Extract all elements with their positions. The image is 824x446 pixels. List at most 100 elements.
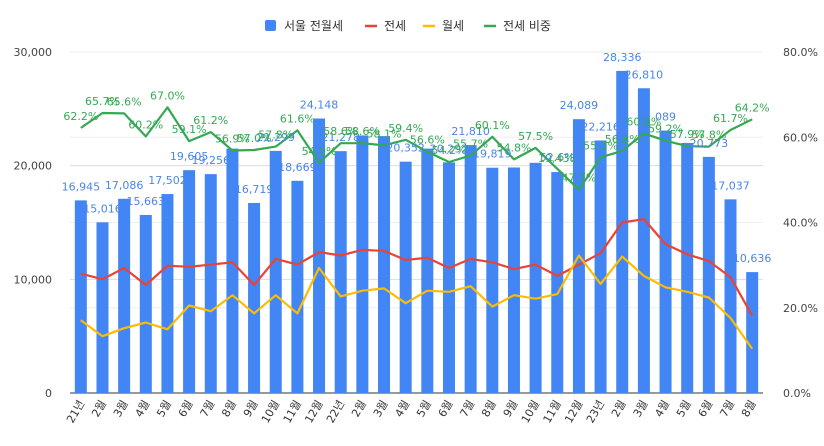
bar-value-label: 26,810 <box>625 68 664 81</box>
percent-label: 56.6% <box>410 134 445 147</box>
bar <box>486 167 499 393</box>
percent-labels: 62.2% 65.7%65.6% 60.2% 67.0% 59.1%61.2% 56.9%… <box>63 89 769 184</box>
percent-label: 65.6% <box>107 95 142 108</box>
bar-value-label: 24,148 <box>300 99 339 112</box>
bar-value-label: 28,336 <box>603 51 642 64</box>
bar-value-label: 20,352 <box>386 142 425 155</box>
bar-value-label: 17,502 <box>148 174 187 187</box>
x-tick-label: 21년 <box>64 398 87 425</box>
x-tick-label: 5월 <box>154 398 174 419</box>
y-right-tick-label: 80.0% <box>783 46 818 59</box>
percent-label: 61.7% <box>713 112 748 125</box>
bar <box>269 150 282 393</box>
x-tick-label: 8월 <box>739 398 759 419</box>
percent-label: 54.8% <box>496 141 531 154</box>
x-tick-label: 11월 <box>281 398 304 425</box>
percent-label: 56.8% <box>605 133 640 146</box>
bar-value-label: 15,663 <box>127 195 166 208</box>
bar-value-label: 19,256 <box>192 154 231 167</box>
x-tick-label: 12월 <box>562 398 585 425</box>
percent-label: 60.2% <box>128 118 163 131</box>
bar-value-label: 21,299 <box>256 131 295 144</box>
bar <box>681 142 694 393</box>
bar-value-label: 24,089 <box>560 99 599 112</box>
bar <box>291 180 304 393</box>
percent-label: 60.9% <box>626 115 661 128</box>
bar <box>421 148 434 393</box>
x-tick-label: 7월 <box>198 398 218 419</box>
bar <box>594 140 607 393</box>
bar <box>334 151 347 393</box>
y-left-tick-label: 0 <box>45 387 52 400</box>
bar-value-label: 15,016 <box>83 202 122 215</box>
x-tick-label: 7월 <box>717 398 737 419</box>
x-tick-label: 2월 <box>349 398 369 419</box>
x-tick-label: 5월 <box>414 398 434 419</box>
percent-label: 47.7% <box>561 172 596 185</box>
y-right-tick-label: 40.0% <box>783 217 818 230</box>
percent-label: 58.6% <box>345 125 380 138</box>
bar <box>746 272 759 393</box>
bar <box>464 145 477 393</box>
x-tick-label: 10월 <box>519 398 542 425</box>
x-tick-label: 8월 <box>479 398 499 419</box>
percent-label: 57.9% <box>670 128 705 141</box>
x-tick-label: 9월 <box>501 398 521 419</box>
x-tick-label: 2월 <box>609 398 629 419</box>
bar <box>507 167 520 393</box>
legend-label: 월세 <box>442 19 464 33</box>
line-월세 <box>80 254 754 350</box>
bar <box>183 170 196 393</box>
left-axis: 0 10,000 20,000 30,000 <box>14 46 53 400</box>
bar <box>551 172 564 393</box>
percent-label: 59.1% <box>172 123 207 136</box>
percent-label: 57.8% <box>258 129 293 142</box>
bar-value-labels: 16,945 15,016 17,086 15,663 17,502 19,60519,2… <box>62 51 772 265</box>
bar <box>356 135 369 393</box>
x-tick-label: 2월 <box>89 398 109 419</box>
percent-label: 67.0% <box>150 89 185 102</box>
bar-value-label: 16,945 <box>62 180 101 193</box>
x-tick-label: 11월 <box>541 398 564 425</box>
x-tick-label: 5월 <box>674 398 694 419</box>
bar-value-label: 19,819 <box>473 148 512 161</box>
percent-label: 62.2% <box>63 110 98 123</box>
percent-label: 54.2% <box>432 144 467 157</box>
percent-label: 55.7% <box>453 138 488 151</box>
legend-label: 서울 전월세 <box>284 19 343 33</box>
bar <box>226 148 239 393</box>
x-tick-label: 6월 <box>436 398 456 419</box>
y-right-tick-label: 20.0% <box>783 302 818 315</box>
bar-value-label: 21,278 <box>321 131 360 144</box>
bar-value-label: 17,037 <box>711 179 750 192</box>
bar-value-label: 19,605 <box>170 150 209 163</box>
legend-swatch <box>265 20 276 31</box>
bar-value-label: 19,438 <box>538 152 577 165</box>
bar-value-label: 18,669 <box>278 161 317 174</box>
percent-label: 60.1% <box>475 119 510 132</box>
bar-value-label: 21,810 <box>451 125 490 138</box>
percent-label: 58.1% <box>367 127 402 140</box>
bar <box>248 202 261 393</box>
x-tick-label: 12월 <box>302 398 325 425</box>
bar <box>313 118 326 393</box>
gridlines <box>70 51 763 394</box>
x-tick-label: 22년 <box>324 398 347 425</box>
line-전세 <box>80 218 754 317</box>
legend: 서울 전월세 전세 월세 전세 비중 <box>265 19 551 33</box>
percent-label: 64.2% <box>735 101 770 114</box>
bar <box>204 174 217 393</box>
x-tick-label: 4월 <box>392 398 412 419</box>
percent-label: 52.6% <box>540 151 575 164</box>
x-tick-label: 23년 <box>584 398 607 425</box>
bar <box>529 162 542 393</box>
x-tick-label: 4월 <box>133 398 153 419</box>
percent-label: 61.2% <box>193 114 228 127</box>
bar-value-label: 16,719 <box>235 183 274 196</box>
bar <box>399 161 412 393</box>
x-tick-label: 6월 <box>176 398 196 419</box>
bar <box>139 214 152 393</box>
percent-label: 57.5% <box>518 130 553 143</box>
